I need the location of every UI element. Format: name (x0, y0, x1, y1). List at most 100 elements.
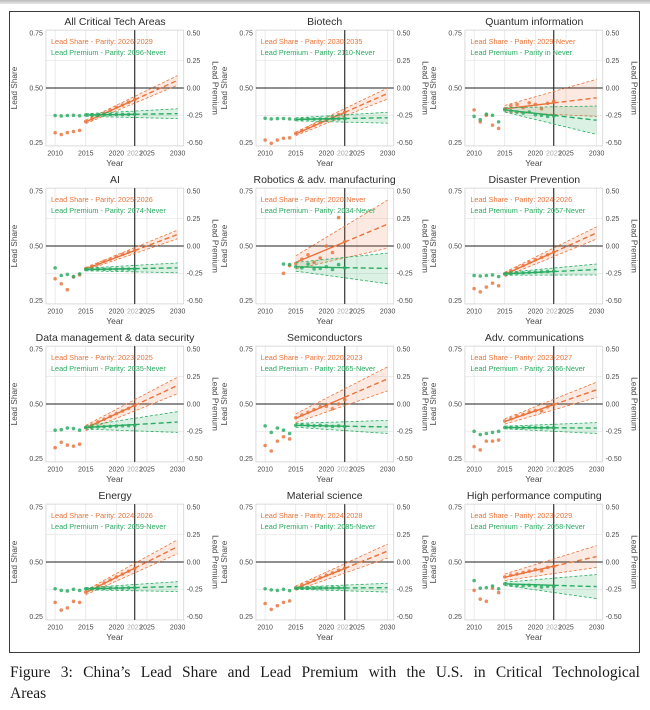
figure-caption-line2: Areas (10, 685, 47, 702)
svg-text:2015: 2015 (497, 466, 513, 473)
axis-ticks: 0.75 0.50 0.25 0.50 0.25 0.00 -0.25 -0.50 2010 20… (449, 31, 622, 158)
panel-title: High performance computing (466, 490, 602, 502)
legend-lead-share: Lead Share - Parity: 2023-2027 (470, 353, 573, 362)
legend-lead-share: Lead Share - Parity: 2024-2026 (470, 195, 573, 204)
svg-text:2030: 2030 (170, 308, 186, 315)
svg-text:0.50: 0.50 (449, 401, 463, 408)
svg-text:0.75: 0.75 (239, 505, 253, 512)
axis-ticks: 0.75 0.50 0.25 0.50 0.25 0.00 -0.25 -0.50 2010 20… (239, 347, 412, 474)
svg-text:0.50: 0.50 (606, 505, 620, 512)
figure-frame: 0.75 0.50 0.25 0.50 0.25 0.00 -0.25 -0.50 2010 20… (9, 11, 640, 653)
svg-text:2023: 2023 (546, 150, 562, 157)
plot-robotics-adv-manufacturing: 0.75 0.50 0.25 0.50 0.25 0.00 -0.25 -0.50 2010 20… (220, 187, 429, 326)
lead-premium-series (53, 411, 178, 433)
axis-labels: Year Lead Share Lead Premium (220, 61, 430, 168)
svg-text:0.75: 0.75 (29, 31, 43, 38)
plot-material-science: 0.75 0.50 0.25 0.50 0.25 0.00 -0.25 -0.50 2010 20… (220, 503, 429, 642)
panel-title: Material science (286, 490, 363, 502)
panel-title: Data management & data security (35, 332, 195, 344)
svg-text:-0.25: -0.25 (606, 429, 622, 436)
svg-text:2025: 2025 (349, 308, 365, 315)
svg-text:Lead Share: Lead Share (10, 224, 19, 267)
svg-text:Year: Year (526, 316, 543, 326)
svg-text:0.75: 0.75 (29, 347, 43, 354)
axis-ticks: 0.75 0.50 0.25 0.50 0.25 0.00 -0.25 -0.50 2010 20… (29, 505, 202, 632)
svg-text:0.50: 0.50 (187, 347, 201, 354)
panel-title: Quantum information (485, 16, 584, 28)
svg-text:Lead Premium: Lead Premium (420, 377, 429, 431)
svg-text:0.50: 0.50 (187, 505, 201, 512)
panel-disaster-prevention: 0.75 0.50 0.25 0.50 0.25 0.00 -0.25 -0.50 2010 20… (429, 173, 639, 331)
lead-premium-series (53, 108, 178, 120)
svg-text:Lead Share: Lead Share (429, 66, 438, 109)
panel-title: Energy (98, 490, 132, 502)
svg-text:2023: 2023 (127, 150, 143, 157)
svg-text:2015: 2015 (288, 466, 304, 473)
svg-text:Lead Premium: Lead Premium (630, 535, 639, 589)
lead-share-series (262, 366, 388, 453)
svg-text:0.75: 0.75 (449, 31, 463, 38)
lead-premium-series (472, 422, 597, 437)
svg-text:-0.50: -0.50 (187, 614, 203, 621)
svg-text:0.00: 0.00 (396, 243, 410, 250)
svg-text:2025: 2025 (139, 308, 155, 315)
legend-lead-share: Lead Share - Parity: 2030-2035 (260, 37, 363, 46)
legend-lead-share: Lead Share - Parity: 2024-2028 (260, 511, 363, 520)
svg-text:Lead Premium: Lead Premium (630, 61, 639, 115)
svg-text:2015: 2015 (78, 150, 94, 157)
svg-text:-0.25: -0.25 (396, 113, 412, 120)
reference-lines (255, 346, 394, 462)
legend-lead-premium: Lead Premium - Parity: 2065-Never (260, 364, 376, 373)
svg-text:2025: 2025 (139, 624, 155, 631)
svg-text:-0.25: -0.25 (396, 429, 412, 436)
svg-text:2015: 2015 (78, 308, 94, 315)
svg-text:-0.25: -0.25 (606, 271, 622, 278)
svg-text:Lead Premium: Lead Premium (420, 219, 429, 273)
svg-text:0.50: 0.50 (29, 559, 43, 566)
lead-share-series (53, 539, 178, 612)
lead-premium-series (262, 419, 388, 436)
svg-text:0.25: 0.25 (29, 614, 43, 621)
svg-text:2030: 2030 (589, 624, 605, 631)
svg-text:2020: 2020 (318, 466, 334, 473)
axis-ticks: 0.75 0.50 0.25 0.50 0.25 0.00 -0.25 -0.50 2010 20… (449, 505, 622, 632)
svg-text:0.00: 0.00 (187, 401, 201, 408)
legend-lead-share: Lead Share - Parity: 2020-2023 (260, 353, 363, 362)
svg-text:Lead Share: Lead Share (429, 224, 438, 267)
svg-text:0.25: 0.25 (239, 140, 253, 147)
svg-text:2010: 2010 (257, 624, 273, 631)
panel-semiconductors: 0.75 0.50 0.25 0.50 0.25 0.00 -0.25 -0.50 2010 20… (220, 331, 430, 489)
axis-labels: Year Lead Share Lead Premium (10, 377, 220, 484)
svg-text:0.25: 0.25 (239, 614, 253, 621)
svg-text:2023: 2023 (546, 466, 562, 473)
svg-text:-0.50: -0.50 (606, 614, 622, 621)
svg-text:2025: 2025 (349, 466, 365, 473)
svg-text:Year: Year (526, 474, 543, 484)
svg-text:-0.50: -0.50 (187, 298, 203, 305)
axis-ticks: 0.75 0.50 0.25 0.50 0.25 0.00 -0.25 -0.50 2010 20… (239, 189, 412, 316)
svg-text:0.50: 0.50 (606, 31, 620, 38)
svg-text:2023: 2023 (337, 466, 353, 473)
axis-ticks: 0.75 0.50 0.25 0.50 0.25 0.00 -0.25 -0.50 2010 20… (449, 347, 622, 474)
svg-text:0.75: 0.75 (449, 505, 463, 512)
panel-title: Disaster Prevention (488, 174, 581, 186)
legend-lead-share: Lead Share - Parity: 2024-2026 (51, 511, 153, 520)
svg-text:0.00: 0.00 (606, 559, 620, 566)
figure-caption-line1: Figure 3: China’s Lead Share and Lead Pr… (10, 664, 640, 681)
panel-high-performance-computing: 0.75 0.50 0.25 0.50 0.25 0.00 -0.25 -0.50 2010 20… (429, 489, 639, 647)
svg-text:0.50: 0.50 (29, 243, 43, 250)
svg-text:-0.50: -0.50 (396, 298, 412, 305)
panel-title: Biotech (307, 16, 343, 28)
svg-text:0.50: 0.50 (239, 85, 253, 92)
panel-data-management-data-security: 0.75 0.50 0.25 0.50 0.25 0.00 -0.25 -0.50 2010 20… (10, 331, 220, 489)
svg-text:0.25: 0.25 (606, 216, 620, 223)
axis-ticks: 0.75 0.50 0.25 0.50 0.25 0.00 -0.25 -0.50 2010 20… (239, 31, 412, 158)
svg-text:2030: 2030 (170, 150, 186, 157)
plot-all-critical-tech-areas: 0.75 0.50 0.25 0.50 0.25 0.00 -0.25 -0.50 2010 20… (10, 29, 220, 168)
reference-lines (465, 504, 604, 620)
svg-text:-0.25: -0.25 (606, 113, 622, 120)
svg-text:0.50: 0.50 (606, 347, 620, 354)
svg-text:0.50: 0.50 (449, 243, 463, 250)
svg-text:-0.50: -0.50 (606, 298, 622, 305)
svg-text:Lead Share: Lead Share (10, 66, 19, 109)
